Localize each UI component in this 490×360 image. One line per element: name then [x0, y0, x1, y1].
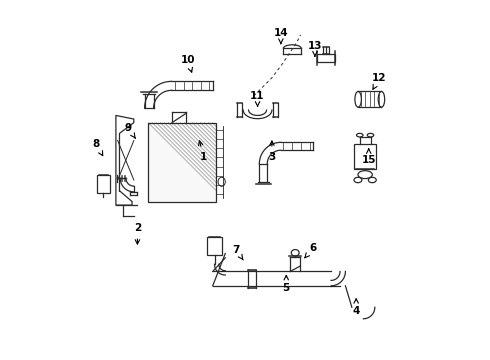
Bar	[207, 237, 221, 255]
Text: 4: 4	[352, 299, 360, 316]
Text: 2: 2	[134, 224, 141, 244]
Bar	[148, 123, 216, 202]
Text: 14: 14	[273, 28, 288, 44]
Text: 10: 10	[180, 55, 195, 72]
Text: 5: 5	[283, 275, 290, 293]
Bar	[97, 175, 110, 193]
Text: 3: 3	[268, 141, 275, 162]
Text: 8: 8	[93, 139, 103, 156]
Text: 1: 1	[198, 141, 207, 162]
Text: 11: 11	[250, 91, 265, 107]
Text: 15: 15	[362, 149, 376, 165]
Text: 6: 6	[305, 243, 317, 258]
Bar	[354, 144, 376, 169]
Text: 12: 12	[372, 73, 387, 89]
Text: 9: 9	[125, 123, 135, 138]
Text: 7: 7	[232, 245, 243, 260]
Text: 13: 13	[308, 41, 322, 56]
Bar	[317, 54, 335, 62]
